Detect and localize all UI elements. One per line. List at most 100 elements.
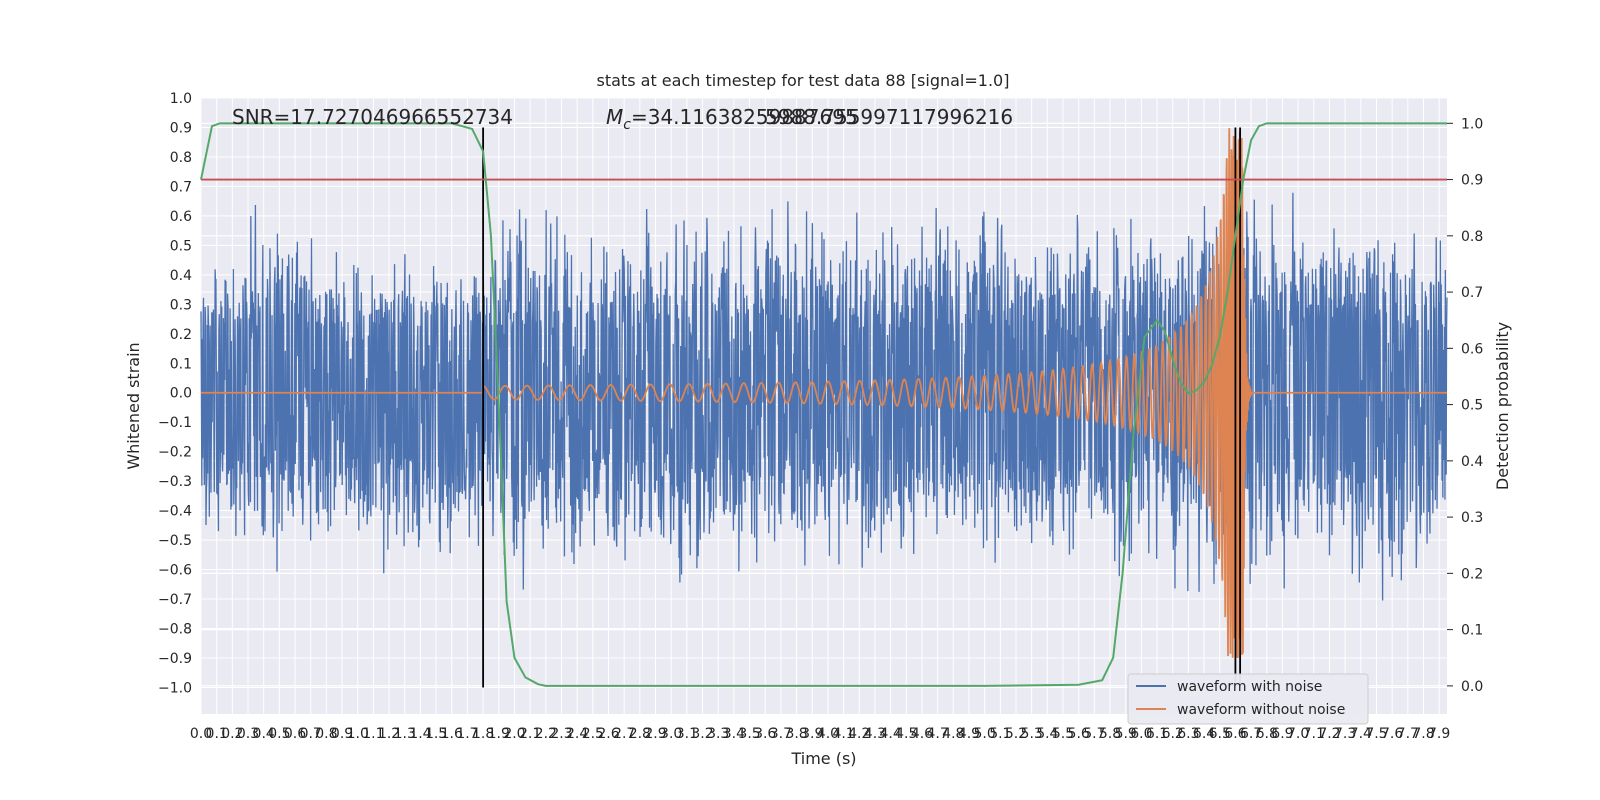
y-left-tick-label: −0.5 xyxy=(158,533,192,549)
x-tick-label: 3.3 xyxy=(707,726,729,742)
detection-probability-line xyxy=(200,122,1447,687)
x-tick-label: 7.8 xyxy=(1412,726,1434,742)
x-tick-label: 4.1 xyxy=(832,726,854,742)
mc-overlap-annotation: 5988.755997117996216 xyxy=(765,105,1013,129)
y-right-tick-label: 0.4 xyxy=(1461,454,1483,470)
x-tick-label: 7.4 xyxy=(1350,726,1372,742)
x-tick-label: 5.1 xyxy=(989,726,1011,742)
x-tick-label: 7.5 xyxy=(1365,726,1387,742)
x-tick-label: 3.5 xyxy=(738,726,760,742)
x-tick-label: 0.9 xyxy=(331,726,353,742)
x-tick-label: 5.7 xyxy=(1083,726,1105,742)
x-tick-label: 6.0 xyxy=(1130,726,1152,742)
x-tick-label: 5.8 xyxy=(1099,726,1121,742)
x-tick-label: 6.2 xyxy=(1162,726,1184,742)
x-tick-label: 6.6 xyxy=(1224,726,1246,742)
x-tick-label: 0.5 xyxy=(268,726,290,742)
x-tick-label: 0.3 xyxy=(237,726,259,742)
x-tick-label: 7.7 xyxy=(1397,726,1419,742)
x-tick-label: 0.0 xyxy=(190,726,212,742)
y-left-tick-label: 1.0 xyxy=(170,91,192,107)
y-right-tick-labels: 1.0 0.9 0.8 0.7 0.6 0.5 0.4 0.3 0.2 0.1 0.0 xyxy=(1447,116,1483,695)
y-right-tick-label: 0.9 xyxy=(1461,173,1483,189)
x-tick-label: 4.0 xyxy=(817,726,839,742)
mc-subscript: c xyxy=(623,117,631,133)
mc-symbol: M xyxy=(606,105,623,129)
x-tick-label: 7.0 xyxy=(1287,726,1309,742)
x-tick-label: 3.4 xyxy=(723,726,745,742)
x-tick-label: 1.2 xyxy=(378,726,400,742)
x-tick-label: 3.7 xyxy=(770,726,792,742)
x-tick-label: 0.1 xyxy=(206,726,228,742)
y-left-tick-label: 0.8 xyxy=(170,150,192,166)
x-tick-label: 4.4 xyxy=(879,726,901,742)
y-right-axis-label: Detection probability xyxy=(1493,322,1512,490)
x-tick-label: 1.7 xyxy=(456,726,478,742)
x-tick-label: 1.3 xyxy=(394,726,416,742)
y-right-tick-label: 1.0 xyxy=(1461,116,1483,132)
x-tick-label: 4.7 xyxy=(926,726,948,742)
x-tick-label: 7.1 xyxy=(1303,726,1325,742)
y-left-tick-labels: 1.0 0.9 0.8 0.7 0.6 0.5 0.4 0.3 0.2 0.1 0.0 −0.1 −0.… xyxy=(158,91,192,696)
chart-title: stats at each timestep for test data 88 … xyxy=(597,71,1010,90)
x-tick-label: 4.9 xyxy=(958,726,980,742)
marker-lines-layer xyxy=(482,127,1242,688)
y-left-tick-label: −0.7 xyxy=(158,592,192,608)
x-tick-label: 6.9 xyxy=(1271,726,1293,742)
x-tick-label: 3.1 xyxy=(676,726,698,742)
x-tick-label: 2.1 xyxy=(519,726,541,742)
x-tick-label: 1.0 xyxy=(347,726,369,742)
x-tick-labels: 0.00.10.20.30.40.50.60.70.80.91.01.11.21… xyxy=(190,726,1450,742)
x-tick-label: 4.2 xyxy=(848,726,870,742)
x-tick-label: 4.8 xyxy=(942,726,964,742)
x-tick-label: 5.2 xyxy=(1005,726,1027,742)
x-tick-label: 2.0 xyxy=(503,726,525,742)
y-left-tick-label: −1.0 xyxy=(158,680,192,696)
legend-label-clean: waveform without noise xyxy=(1177,702,1345,718)
x-tick-label: 0.7 xyxy=(300,726,322,742)
x-tick-label: 3.9 xyxy=(801,726,823,742)
x-tick-label: 2.6 xyxy=(597,726,619,742)
y-left-tick-label: 0.3 xyxy=(170,297,192,313)
x-axis-label: Time (s) xyxy=(790,749,856,768)
x-tick-label: 2.8 xyxy=(629,726,651,742)
x-tick-label: 2.2 xyxy=(535,726,557,742)
x-tick-label: 0.8 xyxy=(315,726,337,742)
x-tick-label: 7.9 xyxy=(1428,726,1450,742)
legend-label-noise: waveform with noise xyxy=(1177,679,1322,695)
x-tick-label: 1.4 xyxy=(409,726,431,742)
y-left-tick-label: −0.3 xyxy=(158,474,192,490)
y-left-tick-label: 0.1 xyxy=(170,356,192,372)
x-tick-label: 2.5 xyxy=(582,726,604,742)
x-tick-label: 1.5 xyxy=(425,726,447,742)
x-tick-label: 7.6 xyxy=(1381,726,1403,742)
x-tick-label: 5.6 xyxy=(1068,726,1090,742)
probability-layer xyxy=(200,122,1447,687)
x-tick-label: 1.9 xyxy=(488,726,510,742)
x-tick-label: 5.0 xyxy=(974,726,996,742)
y-left-tick-label: 0.9 xyxy=(170,120,192,136)
x-tick-label: 1.1 xyxy=(362,726,384,742)
x-tick-label: 2.7 xyxy=(613,726,635,742)
x-tick-label: 4.3 xyxy=(864,726,886,742)
x-tick-label: 2.4 xyxy=(566,726,588,742)
x-tick-label: 1.6 xyxy=(441,726,463,742)
x-tick-label: 6.4 xyxy=(1193,726,1215,742)
x-tick-label: 0.4 xyxy=(253,726,275,742)
y-left-tick-label: 0.2 xyxy=(170,327,192,343)
x-tick-label: 5.5 xyxy=(1052,726,1074,742)
x-tick-label: 7.3 xyxy=(1334,726,1356,742)
y-left-tick-label: −0.6 xyxy=(158,563,192,579)
y-right-tick-label: 0.2 xyxy=(1461,566,1483,582)
x-tick-label: 1.8 xyxy=(472,726,494,742)
y-left-tick-label: 0.4 xyxy=(170,268,192,284)
x-tick-label: 6.8 xyxy=(1256,726,1278,742)
x-tick-label: 2.3 xyxy=(550,726,572,742)
x-tick-label: 4.6 xyxy=(911,726,933,742)
y-left-tick-label: 0.7 xyxy=(170,179,192,195)
y-left-tick-label: −0.1 xyxy=(158,415,192,431)
x-tick-label: 0.2 xyxy=(221,726,243,742)
y-right-tick-label: 0.5 xyxy=(1461,398,1483,414)
y-right-tick-label: 0.7 xyxy=(1461,285,1483,301)
